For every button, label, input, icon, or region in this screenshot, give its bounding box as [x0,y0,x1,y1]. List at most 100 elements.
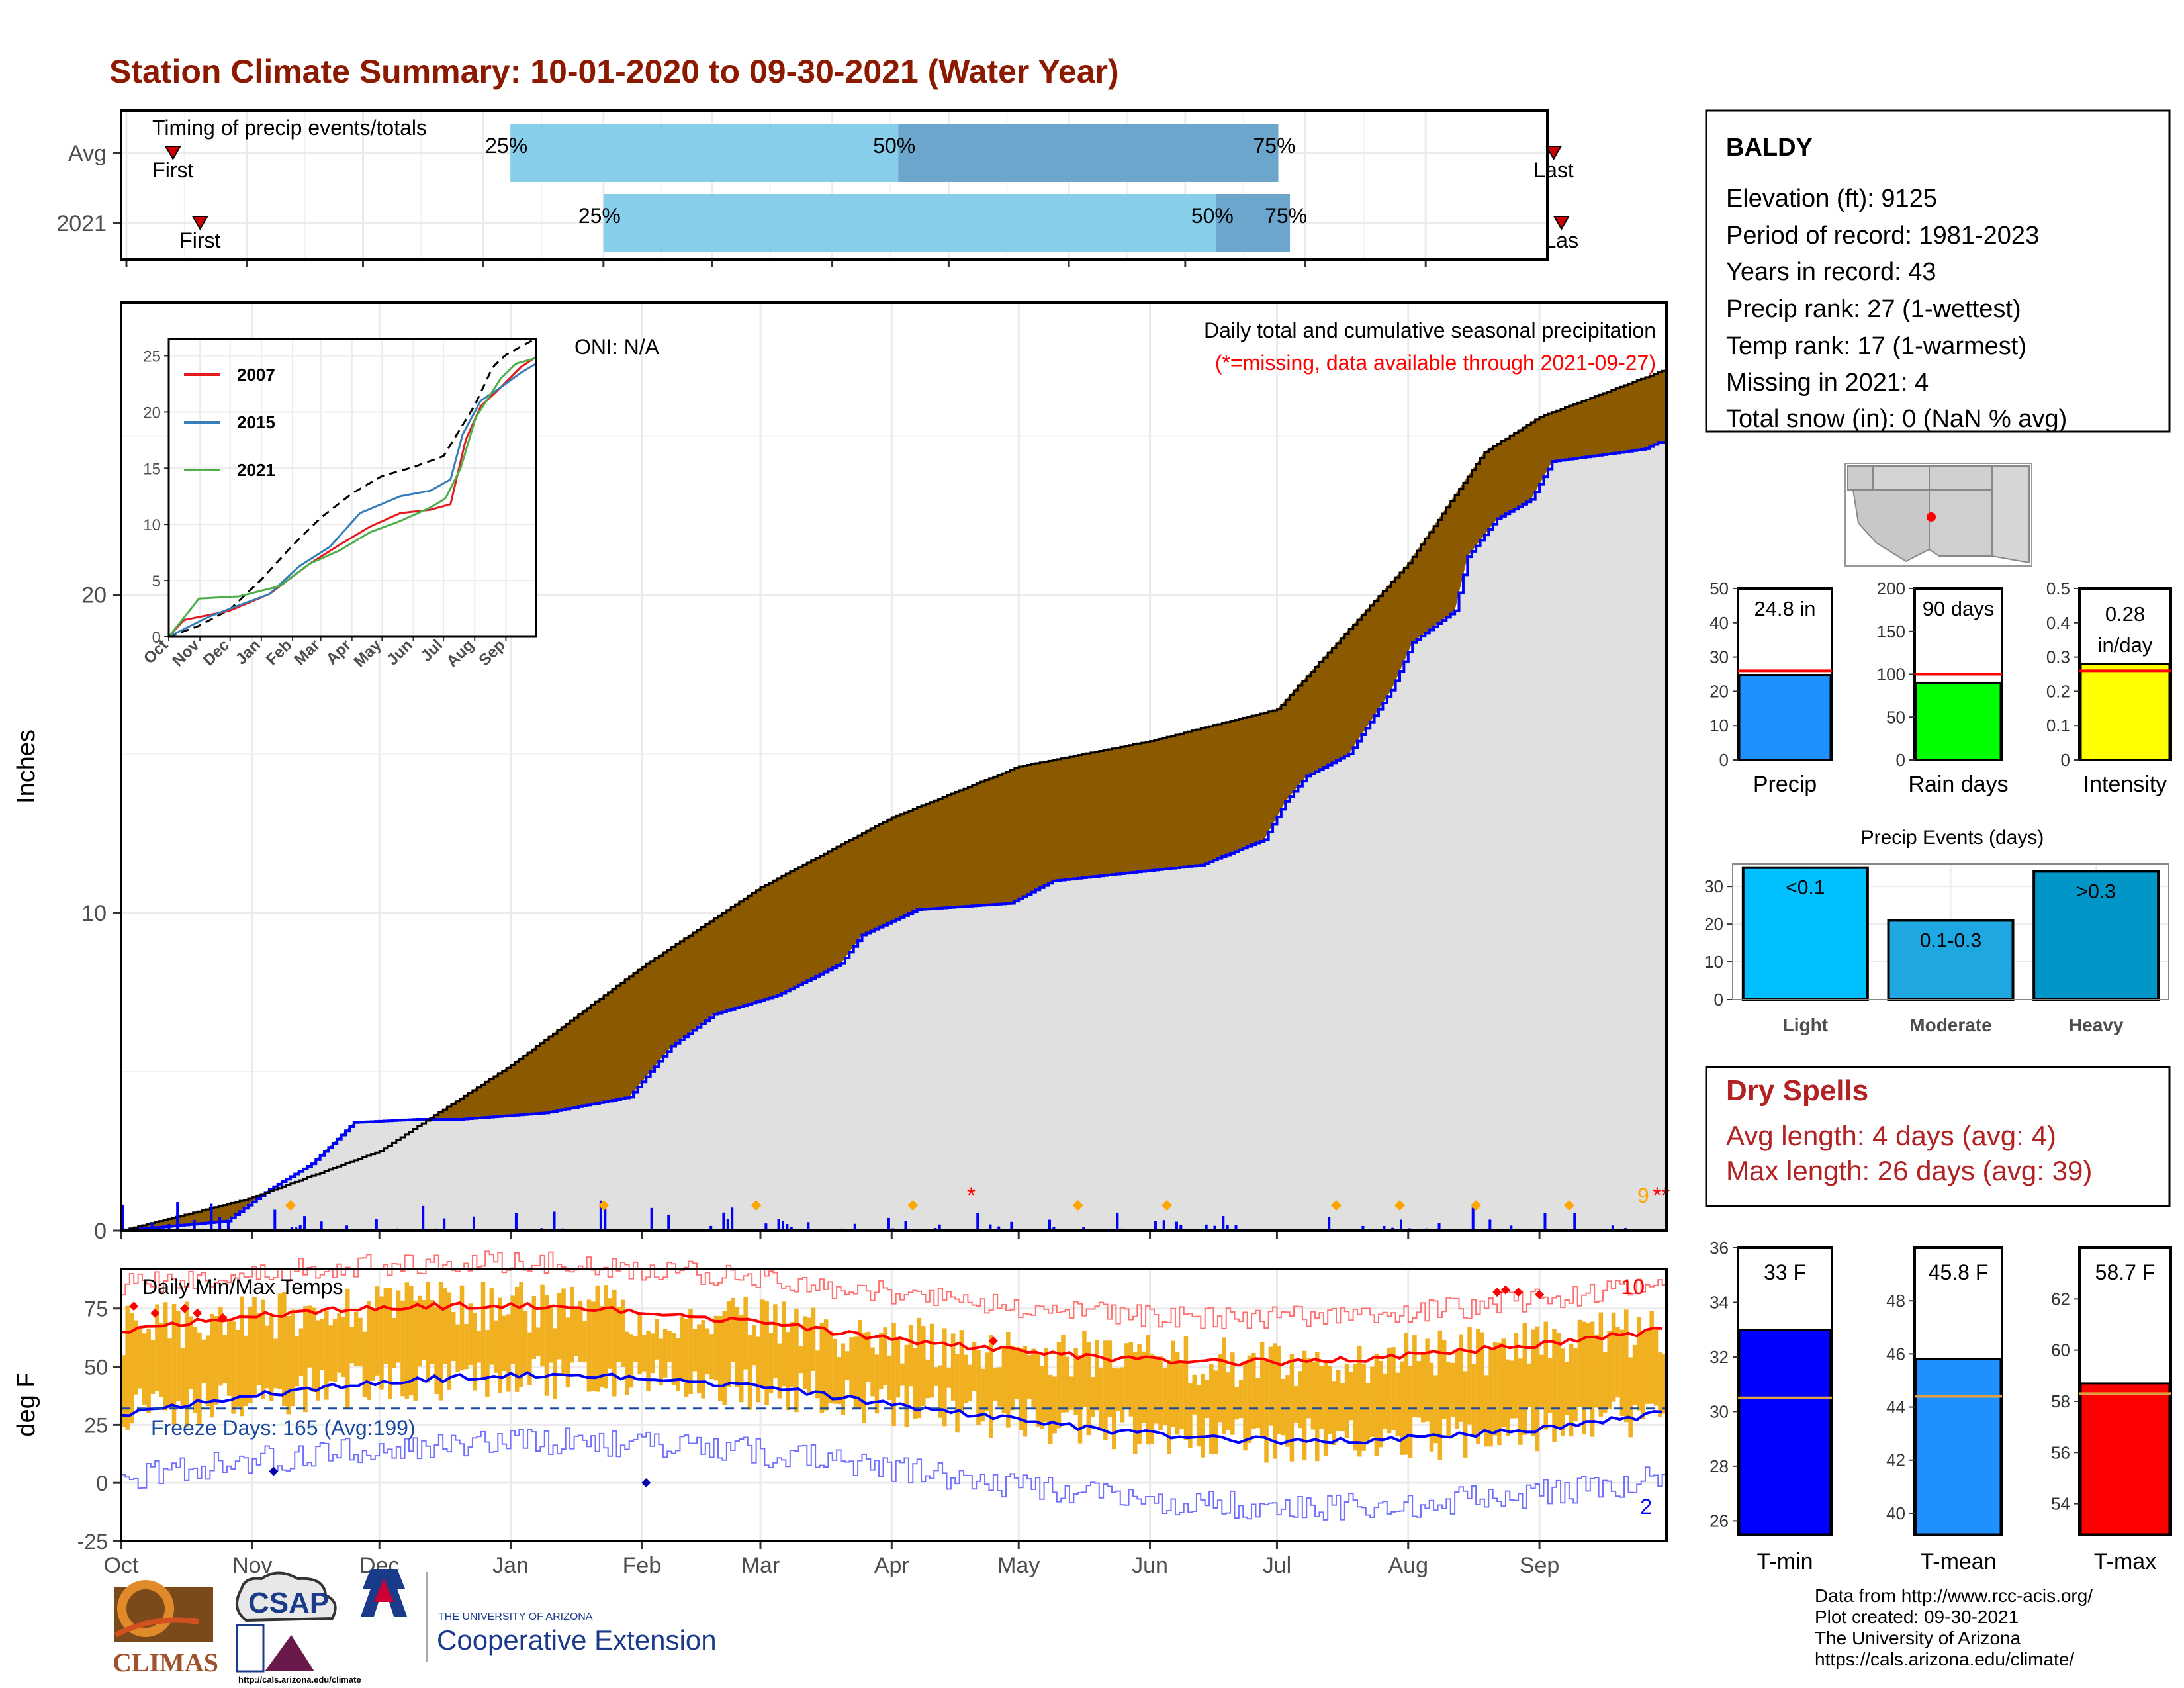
daily-precip-bar [1154,1221,1157,1231]
daily-temp-bar [1319,1366,1324,1429]
daily-temp-bar [1116,1368,1120,1411]
daily-temp-bar [616,1307,621,1362]
mini-bar-label: Intensity [2083,772,2167,797]
daily-temp-bar [519,1282,523,1387]
temp-bar-label: T-mean [1920,1549,1996,1574]
daily-temp-bar [1391,1347,1396,1430]
daily-temp-bar [1196,1385,1201,1447]
month-tick-label: Mar [741,1553,780,1578]
event-category-label: Moderate [1909,1015,1991,1035]
climas-logo: CLIMAS [113,1580,218,1677]
daily-temp-bar [1611,1312,1616,1402]
inset-legend-label: 2021 [237,460,275,480]
daily-temp-bar [1073,1348,1078,1415]
daily-temp-bar [324,1310,329,1400]
heavy-event-marker [1394,1200,1405,1211]
daily-temp-bar [1238,1380,1244,1419]
daily-temp-bar [1217,1354,1222,1423]
temp-bar-ytick-label: 30 [1709,1401,1729,1421]
daily-temp-bar [841,1343,846,1415]
daily-temp-bar [1590,1321,1595,1437]
daily-temp-bar [358,1317,363,1366]
daily-temp-bar [1310,1362,1316,1430]
daily-temp-bar [1344,1363,1349,1439]
daily-temp-bar [913,1348,917,1419]
daily-temp-bar [599,1306,604,1387]
daily-temp-bar [874,1354,880,1414]
daily-precip-bar [1048,1219,1051,1231]
daily-temp-bar [1019,1348,1023,1430]
record-high-marker [1500,1285,1510,1295]
timing-bar-50-75 [1216,194,1291,252]
daily-temp-bar [1120,1367,1125,1423]
precip-legend-title: Daily total and cumulative seasonal prec… [1204,318,1656,342]
daily-temp-bar [1188,1383,1193,1448]
inset-ytick-label: 5 [152,573,161,590]
daily-temp-bar [1209,1364,1214,1454]
daily-temp-bar [655,1319,659,1360]
dry-spells-max: Max length: 26 days (avg: 39) [1726,1155,2092,1186]
daily-temp-bar [794,1308,799,1413]
timing-bar-50-75 [898,124,1279,182]
daily-temp-bar [506,1314,511,1392]
daily-temp-bar [1154,1357,1159,1424]
daily-precip-bar [934,1227,937,1231]
daily-temp-bar [1441,1340,1447,1419]
timing-bar-25-50 [510,124,899,182]
daily-precip-bar [1611,1225,1614,1231]
temp-bar-ytick-label: 26 [1709,1511,1729,1530]
daily-precip-bar [989,1224,992,1231]
daily-temp-bar [608,1298,613,1369]
daily-precip-bar [667,1214,670,1231]
record-high-marker [1492,1288,1502,1297]
daily-temp-bar [1383,1373,1387,1429]
temp-bar-ytick-label: 36 [1709,1238,1729,1258]
daily-temp-bar [404,1282,410,1399]
mini-bar-value [1915,681,2002,761]
daily-precip-bar [1437,1223,1441,1231]
daily-temp-bar [595,1285,600,1392]
daily-precip-bar [298,1225,302,1231]
daily-temp-bar [1086,1342,1091,1436]
daily-temp-bar [1467,1327,1472,1425]
event-bar [1887,919,2015,1001]
station-name: BALDY [1726,134,1813,162]
daily-temp-bar [1090,1377,1095,1417]
precip-ytick-label: 0 [94,1219,107,1244]
daily-temp-bar [798,1346,803,1374]
daily-precip-bar [853,1223,856,1231]
daily-temp-bar [1213,1370,1218,1454]
daily-temp-bar [1565,1362,1569,1415]
daily-temp-bar [1107,1340,1113,1417]
daily-temp-bar [1183,1336,1189,1440]
daily-temp-bar [858,1319,862,1409]
mini-bar-ytick-label: 0 [1719,750,1729,770]
daily-temp-bar [815,1350,820,1399]
timing-panel-title: Timing of precip events/totals [152,116,427,140]
daily-temp-bar [464,1324,469,1370]
daily-temp-bar [883,1327,888,1385]
daily-temp-bar [1027,1355,1032,1399]
temp-bar-label: T-max [2094,1549,2156,1574]
daily-precip-bar [226,1219,230,1231]
daily-temp-bar [180,1348,185,1407]
daily-temp-bar [1645,1331,1650,1404]
daily-temp-bar [989,1335,993,1438]
daily-temp-bar [743,1296,748,1370]
daily-temp-bar [578,1300,583,1362]
daily-precip-bar [375,1219,378,1231]
daily-temp-bar [388,1288,392,1399]
month-tick-label: Jan [492,1553,529,1578]
daily-temp-bar [676,1338,680,1391]
daily-temp-bar [210,1313,214,1418]
daily-temp-bar [240,1296,244,1417]
temp-bar-ytick-label: 54 [2051,1494,2070,1514]
daily-temp-bar [1277,1345,1281,1434]
daily-temp-bar [176,1311,181,1401]
month-tick-label: Oct [104,1553,139,1578]
temp-bar-ytick-label: 34 [1709,1292,1729,1312]
daily-precip-bar [997,1226,1001,1231]
first-precip-label: First [179,228,220,252]
daily-temp-bar [146,1328,151,1414]
climas-logo-text: CLIMAS [113,1648,218,1677]
